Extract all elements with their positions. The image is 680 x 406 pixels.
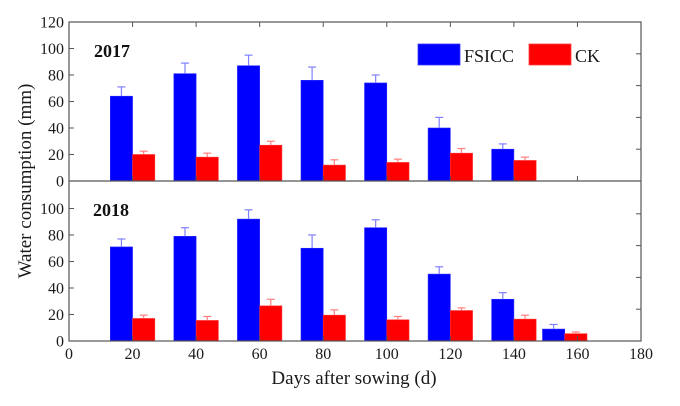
- y-axis-title: Water consumption (mm): [15, 84, 36, 279]
- y-tick-label-2017-120: 120: [40, 15, 64, 32]
- legend-label-ck: CK: [575, 46, 600, 66]
- x-tick-label-100: 100: [375, 346, 399, 363]
- bar-ck-2018-40: [195, 320, 219, 342]
- bar-ck-2018-20: [132, 318, 156, 342]
- bar-ck-2018-156: [564, 333, 588, 342]
- legend-label-fsicc: FSICC: [464, 46, 514, 66]
- x-axis-title: Days after sowing (d): [271, 368, 436, 389]
- x-tick-label-60: 60: [252, 346, 268, 363]
- x-tick-label-0: 0: [65, 346, 73, 363]
- bar-fsicc-2017-80: [300, 80, 324, 182]
- y-tick-label-2017-20: 20: [48, 147, 64, 164]
- bar-fsicc-2017-60: [237, 65, 260, 182]
- y-tick-label-2018-80: 80: [48, 228, 64, 245]
- x-tick-label-180: 180: [629, 346, 653, 363]
- legend-swatch-fsicc: [417, 43, 461, 66]
- y-tick-label-2018-60: 60: [48, 254, 64, 271]
- panel-2017: [110, 54, 537, 182]
- bar-ck-2017-120: [450, 152, 473, 182]
- bar-ck-2017-40: [195, 156, 219, 182]
- y-tick-label-2018-20: 20: [48, 307, 64, 324]
- bar-fsicc-2018-40: [173, 236, 197, 342]
- y-tick-label-2017-80: 80: [48, 68, 64, 85]
- x-tick-label-120: 120: [438, 346, 462, 363]
- axes-layer: 0 20 40 60 80 100 120 0 20 40 60 80 100 0 20 40 60 80 100 1…: [40, 15, 653, 364]
- x-tick-label-40: 40: [188, 346, 204, 363]
- bar-ck-2017-20: [132, 154, 156, 182]
- bar-ck-2017-60: [259, 144, 283, 182]
- x-tick-label-80: 80: [315, 346, 331, 363]
- panel-label-2017: 2017: [94, 41, 130, 61]
- bar-fsicc-2018-60: [237, 218, 260, 342]
- bar-fsicc-2017-100: [364, 82, 388, 182]
- y-tick-label-2018-0: 0: [56, 334, 64, 351]
- x-tick-label-140: 140: [502, 346, 526, 363]
- legend: FSICC CK: [417, 43, 600, 66]
- bar-ck-2018-80: [322, 314, 346, 342]
- bar-ck-2018-140: [513, 318, 537, 342]
- y-tick-label-2017-60: 60: [48, 94, 64, 111]
- bar-ck-2017-140: [513, 160, 537, 182]
- bar-fsicc-2017-140: [491, 148, 515, 182]
- legend-swatch-ck: [528, 43, 572, 66]
- bar-fsicc-2018-80: [300, 247, 324, 342]
- bar-ck-2018-60: [259, 305, 283, 342]
- y-tick-label-2017-0: 0: [56, 174, 64, 191]
- bar-fsicc-2017-20: [110, 95, 133, 182]
- panel-2018: [110, 209, 588, 342]
- bar-fsicc-2017-40: [173, 73, 197, 182]
- y-tick-label-2017-100: 100: [40, 41, 64, 58]
- bar-fsicc-2018-100: [364, 227, 388, 342]
- y-tick-label-2017-40: 40: [48, 121, 64, 138]
- bar-fsicc-2017-120: [427, 127, 451, 182]
- bar-ck-2018-100: [386, 319, 410, 342]
- panels-layer: [110, 54, 588, 342]
- bar-fsicc-2018-20: [110, 246, 133, 342]
- bar-fsicc-2018-140: [491, 298, 515, 342]
- bar-fsicc-2018-156: [542, 328, 566, 342]
- bar-fsicc-2018-120: [427, 273, 451, 342]
- bar-ck-2017-80: [322, 164, 346, 182]
- bar-ck-2017-100: [386, 162, 410, 182]
- y-tick-label-2018-40: 40: [48, 281, 64, 298]
- bar-ck-2018-120: [450, 310, 473, 342]
- panel-label-2018: 2018: [93, 200, 129, 220]
- x-tick-label-20: 20: [125, 346, 141, 363]
- x-tick-label-160: 160: [565, 346, 589, 363]
- y-tick-label-2018-100: 100: [40, 201, 64, 218]
